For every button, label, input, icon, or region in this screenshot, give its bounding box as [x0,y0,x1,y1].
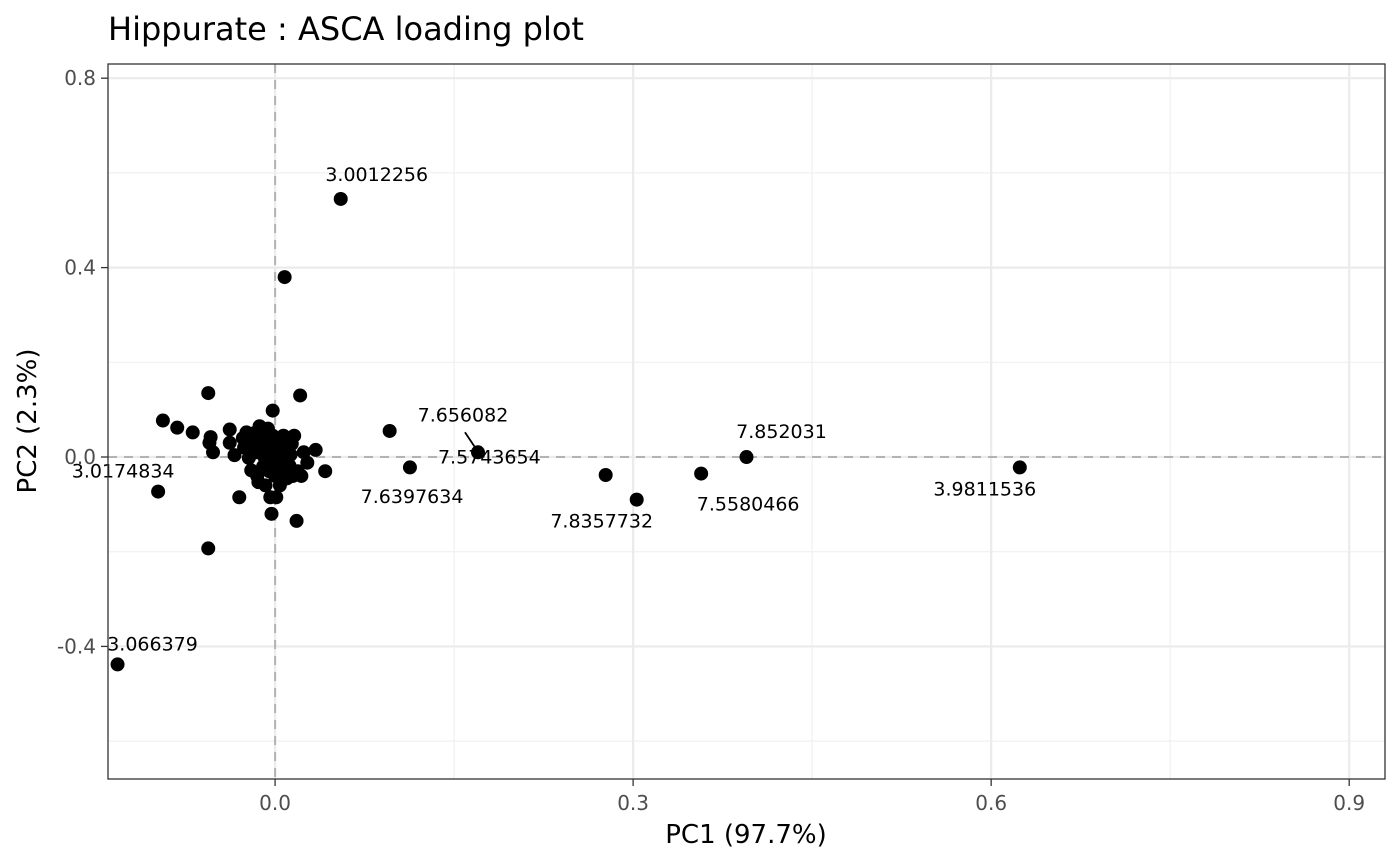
y-tick-label: 0.4 [64,256,96,280]
scatter-point [382,423,397,438]
scatter-point [265,403,280,418]
point-label: 7.6397634 [361,486,464,508]
scatter-point [278,447,293,462]
scatter-point [244,463,259,478]
scatter-point [155,413,170,428]
scatter-point [110,657,125,672]
point-label: 7.8357732 [550,511,653,533]
scatter-point [151,484,166,499]
point-label: 3.0012256 [325,164,428,186]
scatter-point [318,464,333,479]
label-leader-lines [464,431,476,448]
scatter-point [308,442,323,457]
scatter-point [264,506,279,521]
scatter-point [277,270,292,285]
scatter-point [300,455,315,470]
point-label: 3.0174834 [72,461,175,483]
x-tick-label: 0.0 [259,791,291,815]
scatter-point [201,541,216,556]
x-tick-label: 0.3 [617,791,649,815]
scatter-point [333,191,348,206]
scatter-point [402,460,417,475]
y-tick-label: 0.8 [64,66,96,90]
point-labels: 3.0012256 7.656082 7.5743654 7.6397634 7.835… [72,164,1036,655]
scatter-point [739,450,754,465]
y-axis-title: PC2 (2.3%) [13,349,43,494]
scatter-point [269,490,284,505]
scatter-point [232,490,247,505]
scatter-point [287,428,302,443]
data-points [110,191,1027,672]
x-axis-ticks: 0.0 0.3 0.6 0.9 [259,779,1365,815]
scatter-point [222,435,237,450]
scatter-point [1012,460,1027,475]
scatter-point [202,435,217,450]
scatter-point [258,478,273,493]
scatter-point [694,466,709,481]
reference-lines [108,64,1385,779]
point-label: 3.9811536 [933,478,1036,500]
label-leader-line [464,431,476,448]
minor-gridlines [108,64,1385,779]
scatter-point [629,492,644,507]
scatter-point [289,513,304,528]
plot-panel-border [107,63,1386,780]
chart-title: Hippurate : ASCA loading plot [108,10,584,48]
y-tick-label: 0.0 [64,445,96,469]
scatter-point [185,425,200,440]
point-label: 3.066379 [107,633,198,655]
scatter-point [293,388,308,403]
scatter-point [222,422,237,437]
x-axis-title: PC1 (97.7%) [665,820,827,850]
scatter-point [470,445,485,460]
y-axis-ticks: -0.4 0.0 0.4 0.8 [57,66,108,658]
scatter-point [252,419,267,434]
x-tick-label: 0.9 [1333,791,1365,815]
scatter-point [201,386,216,401]
scatter-point [170,420,185,435]
point-label: 7.852031 [736,421,827,443]
scatter-point [227,448,242,463]
scatter-point [294,468,309,483]
scatter-point [598,468,613,483]
scatter-point [260,454,275,469]
x-tick-label: 0.6 [975,791,1007,815]
point-label: 7.5580466 [697,494,800,516]
point-label: 7.656082 [418,404,509,426]
point-label: 7.5743654 [438,446,541,468]
y-tick-label: -0.4 [57,634,96,658]
